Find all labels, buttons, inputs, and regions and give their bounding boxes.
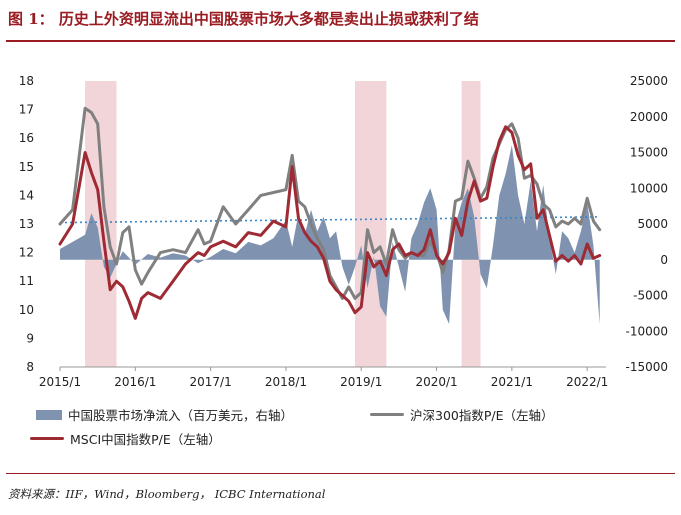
- y-left-tick-label: 18: [19, 74, 34, 88]
- y-left-tick-label: 16: [19, 131, 34, 145]
- x-tick-label: 2019/1: [340, 375, 382, 389]
- y-left-tick-label: 13: [19, 217, 34, 231]
- legend-label-msci: MSCI中国指数P/E（左轴）: [70, 432, 221, 447]
- y-right-tick-label: 15000: [630, 146, 668, 160]
- y-right-tick-label: 5000: [637, 217, 668, 231]
- y-left-tick-label: 10: [19, 303, 34, 317]
- y-left-tick-label: 17: [19, 103, 34, 117]
- legend-item-msci: MSCI中国指数P/E（左轴）: [30, 429, 221, 448]
- legend-swatch-msci: [30, 437, 64, 440]
- chart-canvas: 8 9 10 11 12 13 14 15 16 17 18 -15000 -10000 -5000 0 50…: [19, 74, 668, 389]
- legend-swatch-flows: [36, 409, 62, 420]
- x-tick-label: 2021/1: [491, 375, 533, 389]
- figure-title: 图 1： 历史上外资明显流出中国股票市场大多都是卖出止损或获利了结: [8, 10, 479, 28]
- y-right-tick-label: 10000: [630, 181, 668, 195]
- y-left-tick-label: 11: [19, 274, 34, 288]
- source-note: 资料来源：IIF，Wind，Bloomberg， ICBC Internatio…: [8, 487, 326, 501]
- y-left-tick-label: 8: [26, 360, 34, 374]
- x-tick-label: 2022/1: [566, 375, 608, 389]
- y-left-tick-label: 12: [19, 246, 34, 260]
- y-left-tick-label: 15: [19, 160, 34, 174]
- y-right-tick-label: -10000: [625, 324, 668, 338]
- y-right-tick-label: 25000: [630, 74, 668, 88]
- y-right-tick-label: 0: [660, 253, 668, 267]
- highlight-band-1: [354, 81, 387, 367]
- pe-lines: [58, 106, 602, 320]
- legend-swatch-csi300: [370, 413, 404, 416]
- x-tick-label: 2020/1: [415, 375, 457, 389]
- y-left-tick-label: 9: [26, 331, 34, 345]
- y-right-tick-label: -5000: [633, 289, 668, 303]
- x-tick-label: 2018/1: [265, 375, 307, 389]
- y-left-tick-label: 14: [19, 188, 34, 202]
- y-right-tick-label: 20000: [630, 110, 668, 124]
- title-rule: [6, 40, 675, 42]
- footer-rule: [6, 473, 675, 474]
- y-right-tick-label: -15000: [625, 360, 668, 374]
- legend-item-csi300: 沪深300指数P/E（左轴）: [370, 405, 554, 424]
- msci-china-pe-line: [58, 125, 602, 320]
- x-tick-label: 2016/1: [114, 375, 156, 389]
- axes: 8 9 10 11 12 13 14 15 16 17 18 -15000 -10000 -5000 0 50…: [19, 74, 668, 389]
- legend-label-csi300: 沪深300指数P/E（左轴）: [410, 408, 554, 423]
- legend-label-flows: 中国股票市场净流入（百万美元，右轴）: [68, 408, 294, 423]
- x-tick-label: 2017/1: [190, 375, 232, 389]
- x-tick-label: 2015/1: [39, 375, 81, 389]
- legend-item-flows: 中国股票市场净流入（百万美元，右轴）: [36, 405, 293, 424]
